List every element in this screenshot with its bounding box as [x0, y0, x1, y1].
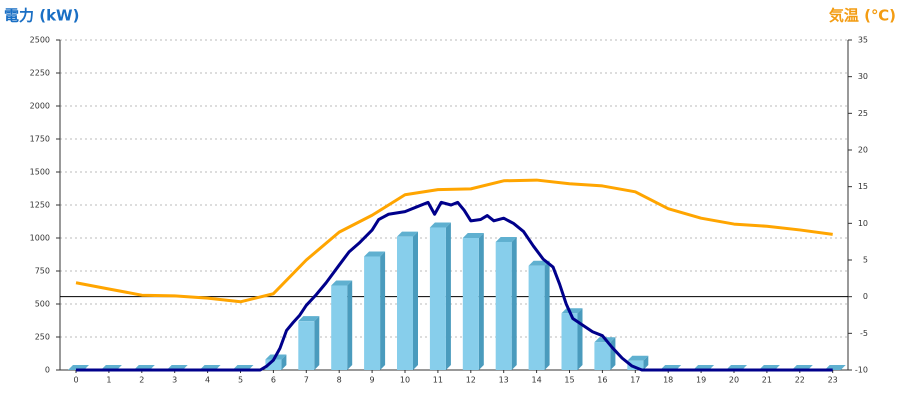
x-tick-label: 0	[73, 376, 78, 385]
bar	[561, 313, 578, 370]
line	[75, 178, 833, 304]
y2-tick-label: 10	[858, 219, 868, 228]
x-tick-label: 19	[696, 376, 706, 385]
x-tick-label: 9	[370, 376, 375, 385]
bar	[429, 227, 446, 370]
bar	[462, 238, 479, 370]
y-tick-label: 1250	[30, 201, 50, 210]
x-tick-label: 21	[762, 376, 772, 385]
y-tick-label: 2000	[30, 102, 50, 111]
bar-top	[331, 280, 353, 286]
y2-tick-label: 5	[863, 256, 868, 265]
bar-top	[429, 222, 451, 228]
bar-top	[462, 233, 484, 238]
bar-top	[364, 251, 386, 257]
y-tick-label: 1750	[30, 135, 50, 144]
bar-side	[380, 251, 386, 370]
y-tick-label: 750	[35, 267, 50, 276]
x-tick-label: 15	[564, 376, 574, 385]
bar	[364, 256, 381, 370]
x-tick-label: 10	[400, 376, 410, 385]
x-tick-label: 23	[828, 376, 838, 385]
y-tick-label: 1000	[30, 234, 50, 243]
x-tick-label: 8	[337, 376, 342, 385]
bar-top	[495, 236, 517, 242]
x-tick-label: 20	[729, 376, 739, 385]
bar-top	[561, 308, 583, 314]
bar-side	[347, 280, 353, 370]
y2-tick-label: 35	[858, 36, 868, 45]
line	[76, 200, 833, 372]
bar-top	[298, 316, 320, 322]
bar	[397, 236, 413, 370]
bar	[627, 360, 644, 370]
bar-side	[281, 354, 287, 370]
y-tick-label: 1500	[30, 168, 50, 177]
left-axis-title: 電力 (kW)	[4, 7, 79, 25]
x-tick-label: 14	[532, 376, 542, 385]
x-tick-label: 5	[238, 376, 243, 385]
y2-tick-label: 0	[863, 292, 868, 301]
bar-side	[413, 231, 418, 370]
bar-top	[397, 231, 418, 237]
bar-side	[478, 233, 484, 370]
y-tick-label: 2500	[30, 36, 50, 45]
y-tick-label: 2250	[30, 69, 50, 78]
bar	[331, 285, 348, 370]
bar-side	[610, 337, 616, 370]
x-tick-label: 4	[205, 376, 210, 385]
y-tick-label: 250	[35, 333, 50, 342]
bar-top	[627, 355, 649, 361]
x-tick-label: 7	[304, 376, 309, 385]
x-tick-label: 1	[106, 376, 111, 385]
y2-tick-label: 15	[858, 182, 868, 191]
y-tick-label: 0	[45, 366, 50, 375]
bar	[528, 265, 545, 370]
x-tick-label: 6	[271, 376, 276, 385]
y-tick-label: 500	[35, 300, 50, 309]
right-axis-title: 気温 (℃)	[829, 7, 896, 25]
bar-side	[314, 316, 320, 370]
bar-side	[445, 222, 451, 370]
x-tick-label: 17	[630, 376, 640, 385]
bar-side	[544, 260, 550, 370]
x-tick-label: 13	[499, 376, 509, 385]
bar	[265, 359, 282, 370]
bar	[495, 241, 512, 370]
x-tick-label: 12	[466, 376, 476, 385]
y2-tick-label: 20	[858, 146, 868, 155]
bar-side	[643, 355, 649, 370]
x-tick-label: 2	[139, 376, 144, 385]
x-tick-label: 3	[172, 376, 177, 385]
bar	[594, 342, 611, 370]
y2-tick-label: -10	[855, 366, 868, 375]
bar-side	[577, 308, 583, 370]
x-tick-label: 11	[433, 376, 443, 385]
bar	[298, 321, 315, 370]
x-tick-label: 18	[663, 376, 673, 385]
x-tick-label: 16	[597, 376, 607, 385]
y2-tick-label: 25	[858, 109, 868, 118]
bar-side	[511, 236, 517, 370]
y2-tick-label: 30	[858, 72, 868, 81]
x-tick-label: 22	[795, 376, 805, 385]
y2-tick-label: -5	[860, 329, 868, 338]
